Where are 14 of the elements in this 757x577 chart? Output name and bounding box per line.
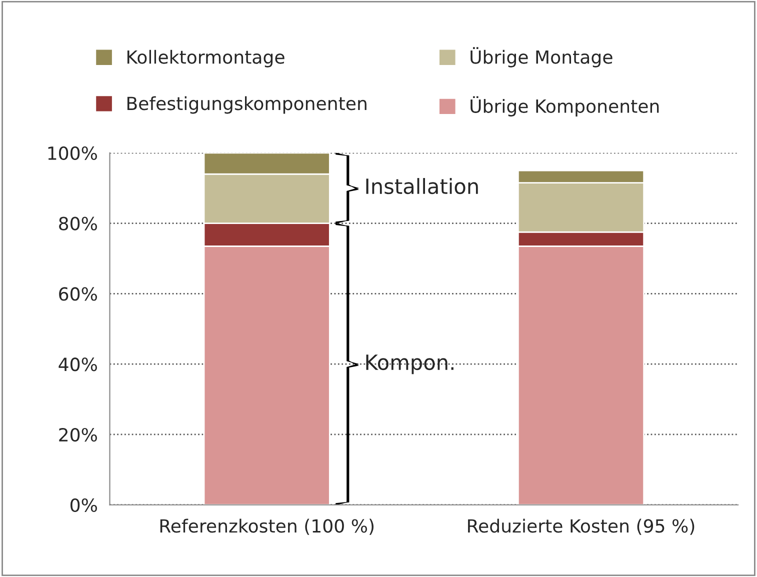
y-tick-label: 20% bbox=[59, 428, 97, 442]
legend-label: Kollektormontage bbox=[127, 50, 284, 68]
y-tick-label: 60% bbox=[59, 287, 97, 301]
legend-label: Übrige Montage bbox=[470, 47, 612, 68]
y-tick-label: 100% bbox=[48, 146, 97, 160]
legend-label: Übrige Komponenten bbox=[470, 96, 659, 116]
annotation: Kompon. bbox=[366, 354, 454, 374]
y-tick-label: 40% bbox=[58, 358, 97, 372]
y-tick-label: 80% bbox=[59, 216, 97, 230]
legend-label: Befestigungskomponenten bbox=[127, 96, 366, 114]
x-tick-label: Reduzierte Kosten (95 %) bbox=[468, 518, 694, 535]
y-tick-label: 0% bbox=[70, 498, 97, 512]
x-tick-label: Referenzkosten (100 %) bbox=[160, 518, 374, 535]
annotation: Installation bbox=[366, 178, 478, 194]
